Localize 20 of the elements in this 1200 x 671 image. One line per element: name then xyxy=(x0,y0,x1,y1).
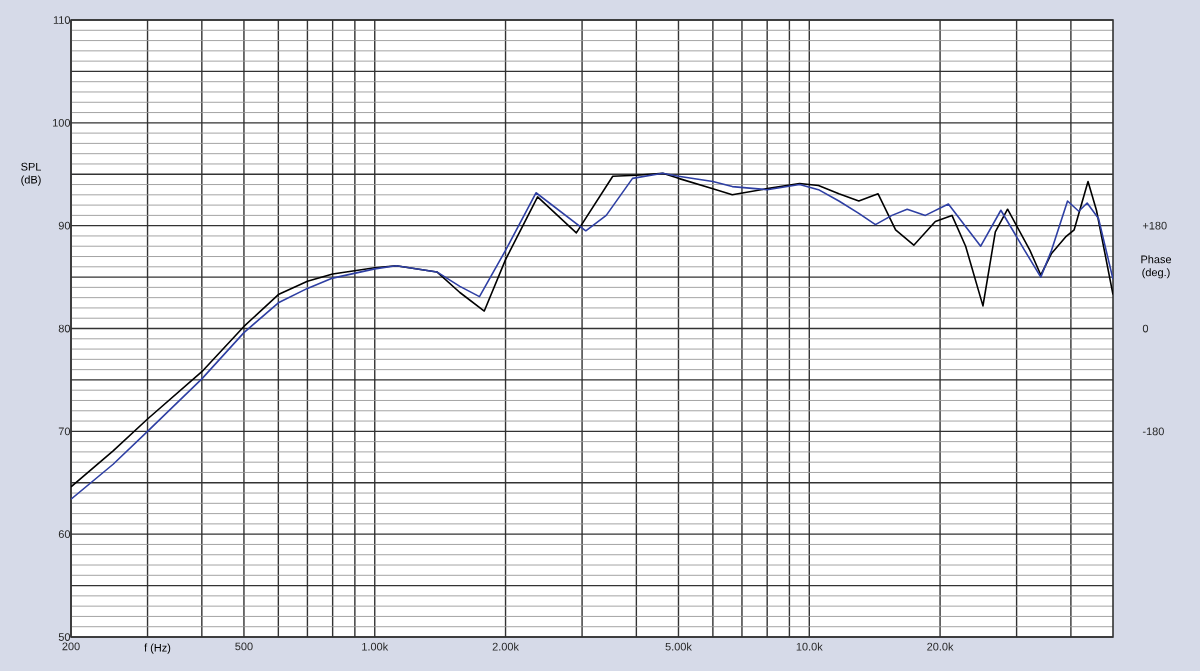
x-tick-label: 500 xyxy=(235,642,253,651)
y-tick-label: 50 xyxy=(58,633,71,641)
y-tick-label: 110 xyxy=(53,16,71,24)
y-tick-label: 60 xyxy=(58,530,71,539)
y-tick-label: 70 xyxy=(58,427,71,436)
x-tick-label: 2.00k xyxy=(492,642,519,651)
x-axis-title: f (Hz) xyxy=(144,643,171,654)
x-tick-label: 20.0k xyxy=(927,642,954,651)
y2-axis-title: Phase (deg.) xyxy=(1141,255,1172,279)
x-tick-label: 5.00k xyxy=(665,642,692,651)
y-axis-title: SPL (dB) xyxy=(21,162,42,186)
y2-tick-label: 0 xyxy=(1142,324,1149,333)
y2-tick-label: -180 xyxy=(1142,427,1164,436)
y-tick-label: 100 xyxy=(53,118,71,127)
x-tick-label: 1.00k xyxy=(362,642,389,651)
y-tick-label: 90 xyxy=(58,221,71,230)
y-tick-label: 80 xyxy=(58,324,71,333)
x-tick-label: 200 xyxy=(62,642,80,651)
y2-tick-label: +180 xyxy=(1142,221,1167,230)
x-tick-label: 10.0k xyxy=(796,642,823,651)
